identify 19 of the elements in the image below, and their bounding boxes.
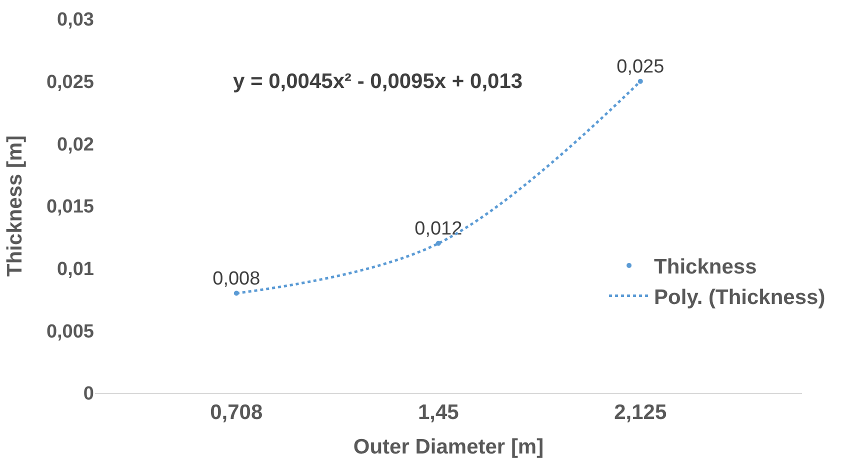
y-tick-label: 0 xyxy=(83,384,94,405)
point xyxy=(638,78,643,84)
x-tick-label: 2,125 xyxy=(614,401,667,424)
x-tick-label: 0,708 xyxy=(210,401,263,424)
data-label: 0,025 xyxy=(616,56,664,78)
y-tick-label: 0,025 xyxy=(46,72,94,93)
y-tick-label: 0,03 xyxy=(57,10,94,31)
x-tick-label: 1,45 xyxy=(418,401,460,424)
y-tick-label: 0,015 xyxy=(46,196,94,218)
x-axis-title: Outer Diameter [m] xyxy=(353,435,544,458)
legend-label: Thickness xyxy=(654,256,757,279)
y-tick-label: 0,01 xyxy=(57,258,94,280)
y-tick-label: 0,02 xyxy=(57,134,94,156)
annotation: y = 0,0045x² - 0,0095x + 0,013 xyxy=(233,70,523,93)
legend-label: Poly. (Thickness) xyxy=(654,286,826,309)
data-label: 0,012 xyxy=(414,218,462,240)
data-label: 0,008 xyxy=(212,268,260,290)
y-axis-title: Thickness [m] xyxy=(4,135,27,277)
y-tick-label: 0,005 xyxy=(46,321,94,342)
